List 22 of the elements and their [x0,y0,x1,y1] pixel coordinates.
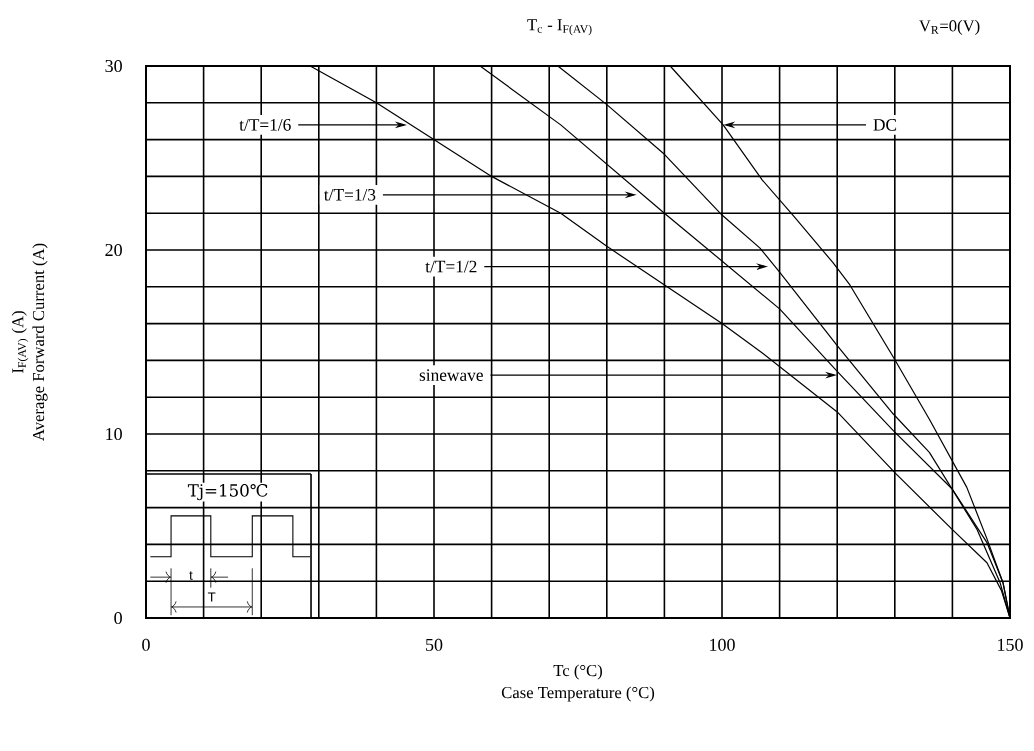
y-tick-label: 0 [114,611,122,625]
text: Case Temperature (°C) [501,686,655,702]
text: Average Forward Current (A) [32,243,48,441]
annotation: sinewave [419,369,483,381]
x-tick-label: 150 [998,638,1023,651]
y-axis-title: I$_{F(AV)}$ (A) [11,311,29,373]
annotation: DC [873,119,897,131]
x-tick-label: 0 [142,638,150,651]
x-tick-label: 50 [426,638,443,651]
annotation: t [189,571,193,580]
chart-title: T$_{c}$ - I$_{F(AV)}$ [527,19,592,36]
annotation: T [207,592,216,602]
annotation: t/T=1/6 [239,119,291,131]
annotation: t/T=1/3 [324,188,376,201]
annotation: Tj=150℃ [187,484,268,501]
annotation: t/T=1/2 [425,260,477,273]
y-tick-label: 20 [105,243,122,257]
x-axis-title: Tc (°C) [553,664,602,680]
y-tick-label: 10 [106,427,122,441]
chart-subtitle: V$_{R}$=0(V) [919,19,980,35]
x-tick-label: 100 [710,638,735,651]
y-tick-label: 30 [105,59,122,73]
